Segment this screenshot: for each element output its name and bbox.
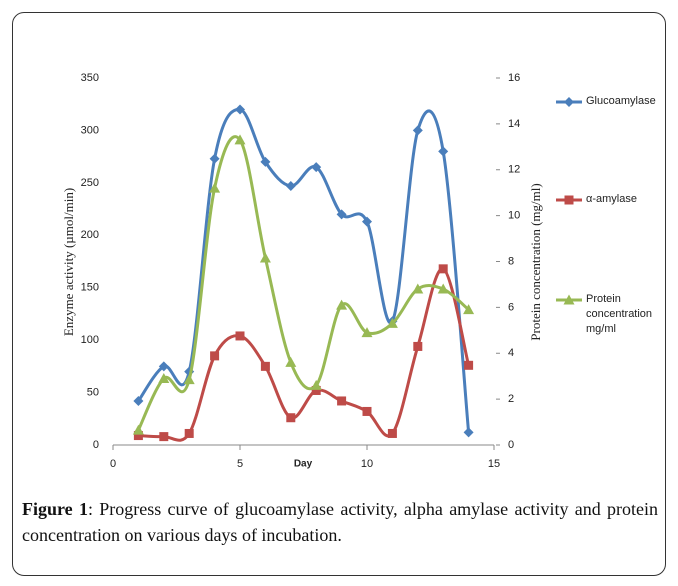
series-line [137,135,470,431]
marker [158,361,169,372]
marker [285,356,297,367]
marker [362,216,372,227]
y-tick-label: 250 [81,177,99,189]
legend-label: Protein concentration mg/ml [586,293,653,335]
caption-label: Figure 1 [22,499,88,519]
y2-tick-label: 10 [508,210,520,222]
marker [412,283,424,294]
y-axis-title: Enzyme activity (µmol/min) [61,188,76,336]
marker [336,209,347,220]
marker [564,195,574,205]
marker [183,374,195,385]
marker [563,294,575,305]
marker [311,162,322,173]
y-tick-label: 350 [81,72,99,84]
caption: Figure 1: Progress curve of glucoamylase… [22,496,658,548]
legend-label: α-amylase [586,193,637,205]
y-tick-label: 50 [87,386,99,398]
marker [564,97,574,107]
marker [311,385,321,395]
y2-tick-label: 2 [508,393,514,405]
figure-frame [12,12,666,576]
y2-axis-title: Protein concentration (mg/ml) [528,183,543,340]
marker [209,182,221,193]
marker [159,432,169,442]
marker [133,395,144,406]
series-line [138,267,471,442]
marker [438,146,449,157]
marker [210,351,220,361]
legend-label: Glucoamylase [586,95,656,107]
y-tick-label: 0 [93,439,99,451]
y2-tick-label: 14 [508,118,520,130]
marker [463,304,475,315]
marker [412,125,423,136]
marker [386,317,398,328]
marker [133,431,143,441]
marker [337,396,347,406]
marker [463,427,474,438]
marker [184,428,194,438]
y-tick-label: 150 [81,282,99,294]
marker [158,372,170,383]
marker [362,406,372,416]
y2-tick-label: 16 [508,72,520,84]
marker [259,252,271,263]
marker [285,181,296,192]
marker [260,361,270,371]
x-tick-label: 0 [110,458,116,470]
y2-tick-label: 6 [508,301,514,313]
x-tick-label: 10 [361,458,373,470]
y2-tick-label: 0 [508,439,514,451]
y2-tick-label: 12 [508,164,520,176]
marker [336,299,348,310]
marker [132,424,144,435]
marker [438,264,448,274]
marker [413,341,423,351]
caption-text: : Progress curve of glucoamylase activit… [22,499,658,545]
marker [235,104,245,115]
x-tick-label: 5 [237,458,243,470]
marker [286,413,296,423]
x-axis-title: Day [294,459,313,470]
marker [235,331,245,341]
y-tick-label: 300 [81,124,99,136]
marker [464,360,474,370]
marker [387,428,397,438]
y2-tick-label: 4 [508,347,514,359]
marker [209,153,220,164]
marker [310,379,322,390]
marker [260,156,271,167]
x-tick-label: 15 [488,458,500,470]
marker [361,327,373,338]
y2-tick-label: 8 [508,255,514,267]
marker [234,134,246,145]
y-tick-label: 200 [81,229,99,241]
y-tick-label: 100 [81,334,99,346]
marker [437,283,449,294]
